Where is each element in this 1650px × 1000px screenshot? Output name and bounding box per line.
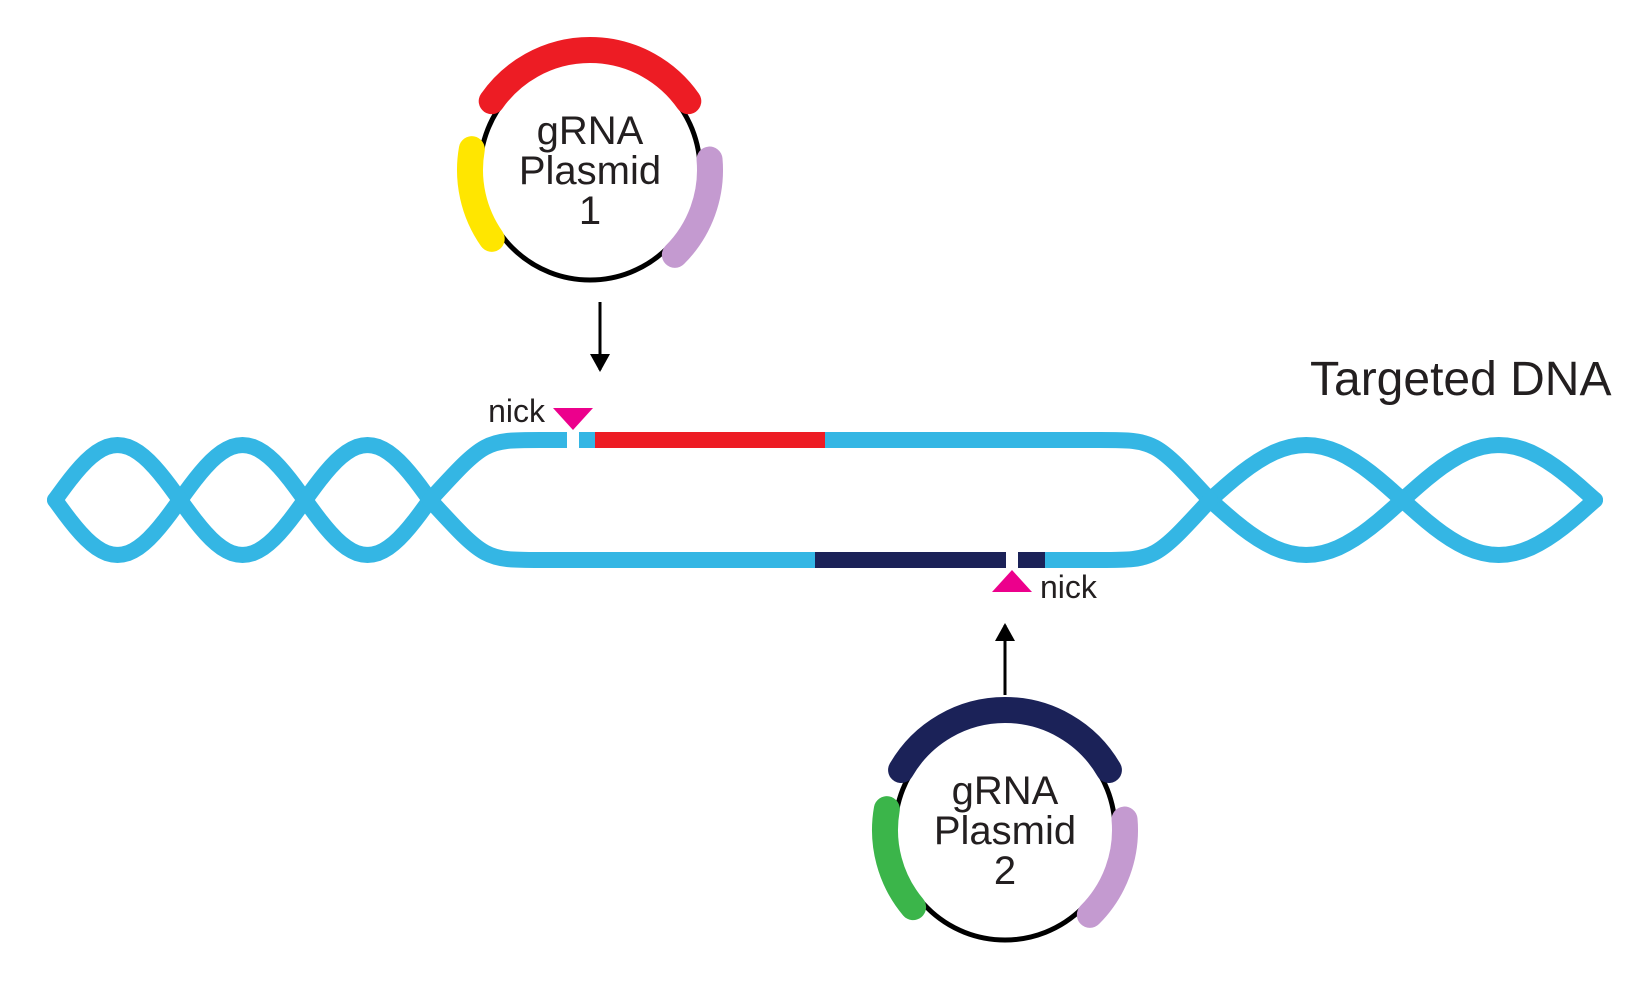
plasmid-1-arc-2 — [675, 160, 710, 255]
title-targeted-dna: Targeted DNA — [1310, 353, 1611, 406]
bubble-top-strand — [430, 440, 1210, 500]
plasmid-2-arc-1 — [885, 809, 913, 907]
arrow-plasmid1 — [590, 302, 610, 372]
nick-bottom-marker — [992, 570, 1032, 592]
plasmid-2-label-1: gRNA — [952, 769, 1059, 813]
plasmid-2-label-2: Plasmid — [934, 809, 1076, 853]
bubble-bottom-strand — [430, 500, 1210, 560]
plasmid-1-label-1: gRNA — [537, 109, 644, 153]
plasmid-1-label-3: 1 — [579, 189, 601, 233]
plasmid-2-label-3: 2 — [994, 849, 1016, 893]
plasmid-2-arc-0 — [901, 710, 1109, 770]
plasmid-1-arc-0 — [492, 50, 689, 101]
plasmid-1-label-2: Plasmid — [519, 149, 661, 193]
dna-helix — [55, 440, 1595, 560]
nick-top-label: nick — [488, 393, 546, 429]
nick-bottom-label: nick — [1040, 569, 1098, 605]
arrow-plasmid2 — [995, 623, 1015, 695]
plasmid-1-arc-1 — [470, 149, 492, 239]
plasmid-2-arc-2 — [1090, 820, 1125, 915]
nick-top-marker — [553, 408, 593, 430]
